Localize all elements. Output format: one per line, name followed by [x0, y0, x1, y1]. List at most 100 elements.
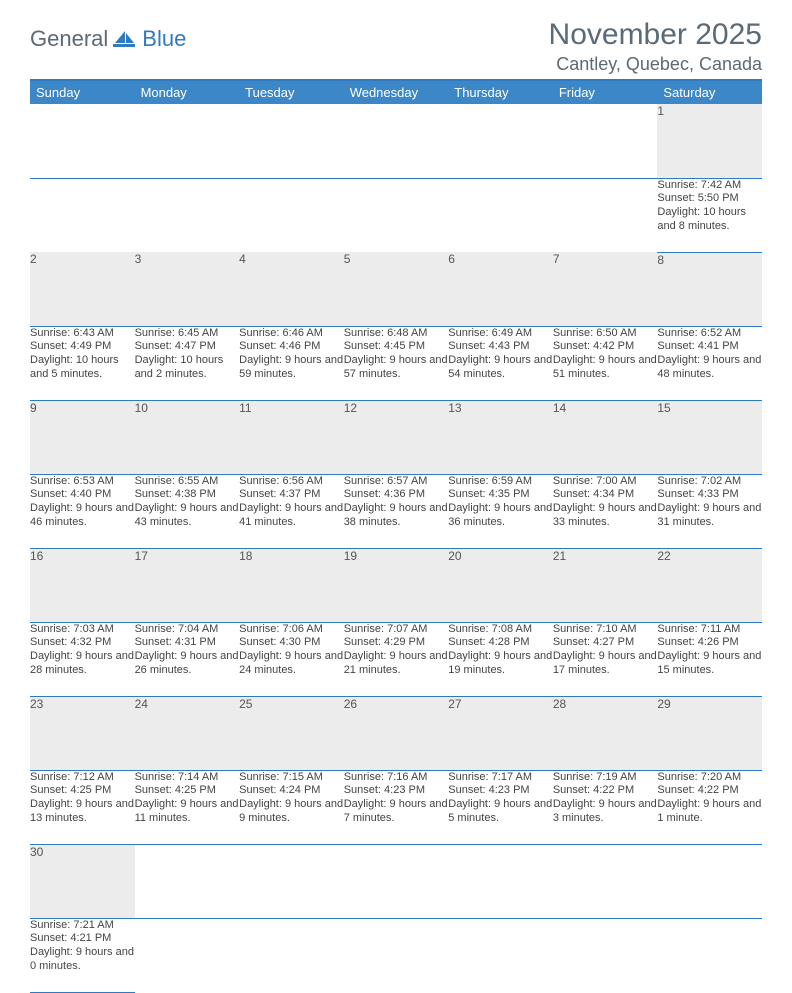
day-number-cell	[344, 844, 449, 918]
sunset-text: Sunset: 4:29 PM	[344, 636, 449, 650]
day-number-cell: 14	[553, 400, 658, 474]
sunrise-text: Sunrise: 7:20 AM	[657, 771, 762, 785]
sunset-text: Sunset: 4:36 PM	[344, 488, 449, 502]
sunrise-text: Sunrise: 6:55 AM	[135, 475, 240, 489]
day-number-cell: 26	[344, 696, 449, 770]
day-info-cell: Sunrise: 7:20 AMSunset: 4:22 PMDaylight:…	[657, 770, 762, 844]
sunset-text: Sunset: 4:35 PM	[448, 488, 553, 502]
header-row: General Blue November 2025 Cantley, Queb…	[30, 18, 762, 75]
day-number-cell: 5	[344, 252, 449, 326]
day-info-cell: Sunrise: 7:19 AMSunset: 4:22 PMDaylight:…	[553, 770, 658, 844]
day-number-cell: 15	[657, 400, 762, 474]
sunrise-text: Sunrise: 6:52 AM	[657, 327, 762, 341]
sunset-text: Sunset: 4:47 PM	[135, 340, 240, 354]
sunrise-text: Sunrise: 6:45 AM	[135, 327, 240, 341]
day-info-cell	[448, 178, 553, 252]
daylight-text: Daylight: 9 hours and 43 minutes.	[135, 502, 240, 530]
day-info-cell: Sunrise: 6:59 AMSunset: 4:35 PMDaylight:…	[448, 474, 553, 548]
brand-text-2: Blue	[142, 26, 186, 52]
sunrise-text: Sunrise: 7:21 AM	[30, 919, 135, 933]
sunset-text: Sunset: 4:23 PM	[448, 784, 553, 798]
day-info-cell: Sunrise: 7:21 AMSunset: 4:21 PMDaylight:…	[30, 918, 135, 992]
day-number-row: 9101112131415	[30, 400, 762, 474]
day-info-cell: Sunrise: 7:06 AMSunset: 4:30 PMDaylight:…	[239, 622, 344, 696]
day-number-cell: 1	[657, 104, 762, 178]
sunset-text: Sunset: 4:33 PM	[657, 488, 762, 502]
day-number-cell: 25	[239, 696, 344, 770]
sunrise-text: Sunrise: 7:11 AM	[657, 623, 762, 637]
day-info-row: Sunrise: 6:43 AMSunset: 4:49 PMDaylight:…	[30, 326, 762, 400]
day-info-cell: Sunrise: 6:50 AMSunset: 4:42 PMDaylight:…	[553, 326, 658, 400]
sunset-text: Sunset: 4:32 PM	[30, 636, 135, 650]
sunrise-text: Sunrise: 7:17 AM	[448, 771, 553, 785]
sunset-text: Sunset: 4:49 PM	[30, 340, 135, 354]
day-number-cell	[135, 104, 240, 178]
day-info-cell: Sunrise: 6:56 AMSunset: 4:37 PMDaylight:…	[239, 474, 344, 548]
day-number-cell: 3	[135, 252, 240, 326]
day-info-cell: Sunrise: 6:55 AMSunset: 4:38 PMDaylight:…	[135, 474, 240, 548]
daylight-text: Daylight: 9 hours and 28 minutes.	[30, 650, 135, 678]
day-number-cell: 20	[448, 548, 553, 622]
sunrise-text: Sunrise: 7:10 AM	[553, 623, 658, 637]
day-info-cell: Sunrise: 7:07 AMSunset: 4:29 PMDaylight:…	[344, 622, 449, 696]
sunrise-text: Sunrise: 7:15 AM	[239, 771, 344, 785]
day-number-row: 30	[30, 844, 762, 918]
brand-text-1: General	[30, 26, 108, 52]
day-number-cell: 28	[553, 696, 658, 770]
day-info-cell	[344, 178, 449, 252]
sunrise-text: Sunrise: 6:50 AM	[553, 327, 658, 341]
weekday-header: Monday	[135, 81, 240, 104]
day-number-cell: 6	[448, 252, 553, 326]
day-info-cell: Sunrise: 6:49 AMSunset: 4:43 PMDaylight:…	[448, 326, 553, 400]
calendar-header: SundayMondayTuesdayWednesdayThursdayFrid…	[30, 81, 762, 104]
weekday-header: Saturday	[657, 81, 762, 104]
day-number-cell: 18	[239, 548, 344, 622]
daylight-text: Daylight: 9 hours and 17 minutes.	[553, 650, 658, 678]
sunrise-text: Sunrise: 7:06 AM	[239, 623, 344, 637]
day-info-cell: Sunrise: 7:04 AMSunset: 4:31 PMDaylight:…	[135, 622, 240, 696]
day-info-cell: Sunrise: 7:00 AMSunset: 4:34 PMDaylight:…	[553, 474, 658, 548]
day-number-cell: 24	[135, 696, 240, 770]
sunrise-text: Sunrise: 7:03 AM	[30, 623, 135, 637]
day-number-cell: 11	[239, 400, 344, 474]
daylight-text: Daylight: 10 hours and 2 minutes.	[135, 354, 240, 382]
day-number-cell	[553, 844, 658, 918]
day-info-cell: Sunrise: 7:03 AMSunset: 4:32 PMDaylight:…	[30, 622, 135, 696]
day-info-cell: Sunrise: 7:14 AMSunset: 4:25 PMDaylight:…	[135, 770, 240, 844]
weekday-header: Friday	[553, 81, 658, 104]
day-info-cell: Sunrise: 6:45 AMSunset: 4:47 PMDaylight:…	[135, 326, 240, 400]
day-number-cell	[344, 104, 449, 178]
daylight-text: Daylight: 9 hours and 21 minutes.	[344, 650, 449, 678]
sunset-text: Sunset: 4:34 PM	[553, 488, 658, 502]
daylight-text: Daylight: 9 hours and 9 minutes.	[239, 798, 344, 826]
brand-logo: General Blue	[30, 18, 186, 52]
sunrise-text: Sunrise: 7:12 AM	[30, 771, 135, 785]
daylight-text: Daylight: 9 hours and 7 minutes.	[344, 798, 449, 826]
day-number-cell: 4	[239, 252, 344, 326]
sunset-text: Sunset: 4:31 PM	[135, 636, 240, 650]
daylight-text: Daylight: 9 hours and 11 minutes.	[135, 798, 240, 826]
sunrise-text: Sunrise: 7:42 AM	[657, 179, 762, 193]
day-number-cell: 27	[448, 696, 553, 770]
day-info-cell	[30, 178, 135, 252]
sunrise-text: Sunrise: 6:57 AM	[344, 475, 449, 489]
daylight-text: Daylight: 9 hours and 26 minutes.	[135, 650, 240, 678]
sunrise-text: Sunrise: 7:00 AM	[553, 475, 658, 489]
sunrise-text: Sunrise: 7:19 AM	[553, 771, 658, 785]
sunset-text: Sunset: 4:46 PM	[239, 340, 344, 354]
day-info-cell	[239, 918, 344, 992]
sunset-text: Sunset: 4:42 PM	[553, 340, 658, 354]
sunset-text: Sunset: 4:40 PM	[30, 488, 135, 502]
sunrise-text: Sunrise: 6:59 AM	[448, 475, 553, 489]
day-number-cell	[135, 844, 240, 918]
day-info-cell: Sunrise: 7:42 AMSunset: 5:50 PMDaylight:…	[657, 178, 762, 252]
day-number-cell: 19	[344, 548, 449, 622]
daylight-text: Daylight: 9 hours and 59 minutes.	[239, 354, 344, 382]
day-number-cell	[30, 104, 135, 178]
day-info-cell: Sunrise: 7:15 AMSunset: 4:24 PMDaylight:…	[239, 770, 344, 844]
daylight-text: Daylight: 9 hours and 54 minutes.	[448, 354, 553, 382]
day-number-row: 23242526272829	[30, 696, 762, 770]
sunset-text: Sunset: 4:28 PM	[448, 636, 553, 650]
daylight-text: Daylight: 9 hours and 5 minutes.	[448, 798, 553, 826]
day-number-cell: 29	[657, 696, 762, 770]
